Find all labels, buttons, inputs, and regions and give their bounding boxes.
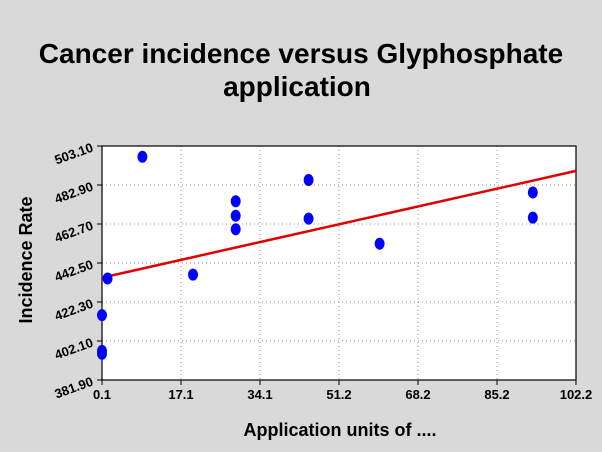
y-tick-label: 422.30 [53, 296, 95, 324]
x-tick-label: 34.1 [247, 387, 272, 402]
data-point [230, 195, 241, 208]
y-tick-label: 482.90 [53, 179, 95, 207]
trendline [101, 169, 577, 279]
data-point [137, 150, 148, 163]
x-tick-label: 85.2 [484, 387, 509, 402]
data-point [303, 212, 314, 225]
y-tick-label: 381.90 [53, 374, 95, 402]
x-axis-tick-labels: 0.1 17.1 34.1 51.2 68.2 85.2 102.2 [93, 387, 592, 402]
y-tick-label: 462.70 [53, 218, 95, 246]
data-point [374, 237, 385, 250]
y-axis-tick-labels: 381.90 402.10 422.30 442.50 462.70 482.90 503.… [53, 140, 95, 402]
chart-title-line-1: Cancer incidence versus Glyphosphate [38, 38, 564, 69]
data-point [230, 223, 241, 236]
data-point [97, 347, 107, 360]
data-points [97, 150, 538, 360]
data-point [97, 309, 107, 322]
data-point [102, 272, 113, 285]
x-tick-label: 0.1 [93, 387, 111, 402]
y-tick-label: 442.50 [53, 257, 95, 285]
x-tick-label: 102.2 [560, 387, 593, 402]
data-point [230, 209, 241, 222]
axis-ticks [97, 145, 577, 385]
data-point [187, 268, 198, 281]
y-tick-label: 503.10 [53, 140, 95, 168]
x-tick-label: 51.2 [326, 387, 351, 402]
x-axis-label: Application units of .... [244, 420, 437, 440]
x-tick-label: 17.1 [168, 387, 193, 402]
chart-title-line-2: application [223, 71, 371, 102]
plot-area [97, 145, 577, 385]
data-point [527, 186, 538, 199]
data-point [527, 211, 538, 224]
data-point [303, 173, 314, 186]
y-axis-label: Incidence Rate [16, 196, 36, 323]
trendline-group [101, 169, 577, 279]
y-tick-label: 402.10 [53, 335, 95, 363]
x-tick-label: 68.2 [405, 387, 430, 402]
